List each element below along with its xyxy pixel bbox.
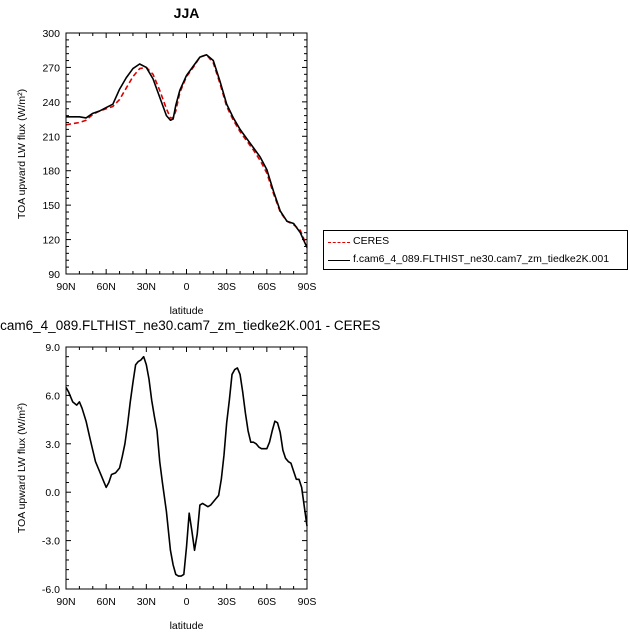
flux-panel-lines <box>65 53 308 248</box>
flux-panel-series-line-0 <box>65 53 308 247</box>
legend-label-model: f.cam6_4_089.FLTHIST_ne30.cam7_zm_tiedke… <box>353 253 610 265</box>
flux-panel: JJA TOA upward LW flux (W/m²) latitude 9… <box>16 5 316 317</box>
flux-panel-ticks: 90N 60N 30N 0 30S 60S 90S 90 120 150 180 210 240 270 3… <box>42 28 316 293</box>
difference-panel-y-tick-label: 6.0 <box>45 390 60 402</box>
flux-panel-x-tick-label: 60S <box>257 281 276 293</box>
legend-item-model: f.cam6_4_089.FLTHIST_ne30.cam7_zm_tiedke… <box>324 251 627 269</box>
legend-swatch-model <box>328 260 350 261</box>
difference-panel-x-tick-label: 30S <box>217 596 236 608</box>
difference-panel-y-tick-label: 9.0 <box>45 342 60 354</box>
difference-panel-x-axis-label: latitude <box>170 620 204 632</box>
difference-panel-x-tick-label: 30N <box>137 596 156 608</box>
difference-panel-title: f.cam6_4_089.FLTHIST_ne30.cam7_zm_tiedke… <box>0 318 380 333</box>
flux-panel-x-tick-label: 30S <box>217 281 236 293</box>
legend-item-ceres: CERES <box>324 233 627 251</box>
difference-panel-y-tick-label: 3.0 <box>45 439 60 451</box>
flux-panel-y-axis-label: TOA upward LW flux (W/m²) <box>16 89 28 219</box>
difference-panel-lines <box>65 355 308 577</box>
flux-panel-y-tick-label: 240 <box>42 97 60 109</box>
flux-panel-y-tick-label: 270 <box>42 62 60 74</box>
flux-panel-title: JJA <box>174 5 200 21</box>
difference-panel-y-tick-label: -3.0 <box>42 536 60 548</box>
difference-panel-y-axis-label: TOA upward LW flux (W/m²) <box>16 403 28 533</box>
flux-panel-y-tick-label: 180 <box>42 166 60 178</box>
difference-panel-x-tick-label: 60N <box>97 596 116 608</box>
flux-panel-series-line-1 <box>66 53 308 248</box>
difference-panel-series-line-0 <box>65 355 308 577</box>
flux-panel-x-axis-label: latitude <box>170 305 204 317</box>
flux-panel-x-tick-label: 90S <box>298 281 317 293</box>
flux-panel-y-tick-label: 150 <box>42 200 60 212</box>
difference-panel-x-tick-label: 60S <box>257 596 276 608</box>
flux-panel-x-tick-label: 60N <box>97 281 116 293</box>
legend: CERES f.cam6_4_089.FLTHIST_ne30.cam7_zm_… <box>323 230 628 270</box>
difference-panel-y-tick-label: -6.0 <box>42 584 60 596</box>
flux-panel-x-tick-label: 0 <box>184 281 190 293</box>
flux-panel-x-tick-label: 90N <box>56 281 75 293</box>
difference-panel-y-tick-label: 0.0 <box>45 487 60 499</box>
flux-panel-y-tick-label: 300 <box>42 28 60 40</box>
difference-panel-x-tick-label: 0 <box>184 596 190 608</box>
flux-panel-frame <box>65 32 308 275</box>
difference-panel-ticks: 90N 60N 30N 0 30S 60S 90S -6.0 -3.0 0.0 3.0 6.0 9.0 <box>42 342 316 608</box>
difference-panel-frame <box>65 346 308 590</box>
difference-panel: f.cam6_4_089.FLTHIST_ne30.cam7_zm_tiedke… <box>0 318 380 632</box>
difference-panel-x-tick-label: 90S <box>298 596 317 608</box>
flux-panel-y-tick-label: 90 <box>48 269 60 281</box>
legend-label-ceres: CERES <box>353 235 390 247</box>
flux-panel-y-tick-label: 210 <box>42 131 60 143</box>
difference-panel-x-tick-label: 90N <box>56 596 75 608</box>
flux-panel-x-tick-label: 30N <box>137 281 156 293</box>
legend-swatch-ceres <box>328 242 350 243</box>
flux-panel-y-tick-label: 120 <box>42 235 60 247</box>
